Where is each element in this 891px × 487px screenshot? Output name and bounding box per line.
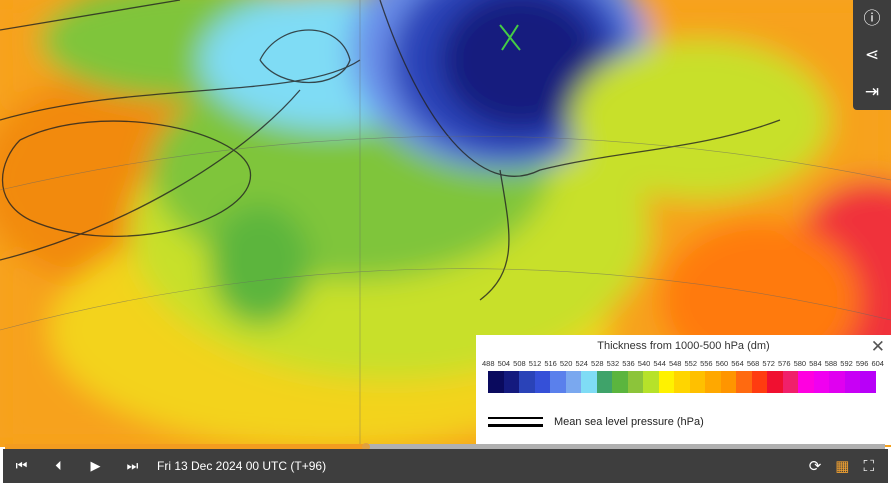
legend-tick: 528	[591, 359, 604, 368]
previous-frame-button[interactable]: ⏴	[55, 458, 62, 473]
info-icon[interactable]: ⓘ	[863, 8, 881, 28]
legend-tick: 488	[482, 359, 495, 368]
next-frame-button[interactable]: ⏭	[126, 458, 139, 473]
color-swatch	[658, 371, 675, 393]
first-frame-button[interactable]: ⏮	[15, 458, 28, 473]
msl-line-icon	[488, 415, 543, 427]
legend-tick: 544	[653, 359, 666, 368]
timeline-progress	[5, 444, 366, 449]
play-button[interactable]: ▶	[90, 458, 101, 473]
legend-tick: 592	[840, 359, 853, 368]
color-swatch	[565, 371, 582, 393]
color-swatch	[705, 371, 721, 393]
legend-tick: 580	[793, 359, 807, 368]
msl-label: Mean sea level pressure (hPa)	[554, 416, 704, 428]
color-swatch	[782, 371, 799, 393]
legend-tick: 536	[622, 359, 635, 368]
legend-tick: 564	[731, 359, 744, 368]
color-swatch	[813, 371, 830, 393]
color-swatch	[596, 371, 613, 393]
side-toolbar: ⓘ ⋖ ⇥	[853, 0, 891, 110]
forecast-time: Fri 13 Dec 2024 00 UTC (T+96)	[157, 459, 327, 473]
legend-tick: 552	[684, 359, 698, 368]
color-swatch	[798, 371, 814, 393]
legend-tick: 584	[809, 359, 822, 368]
legend-tick: 596	[855, 359, 869, 368]
color-swatch	[767, 371, 783, 393]
color-swatch	[860, 371, 876, 393]
color-swatch	[488, 371, 504, 393]
color-scale	[488, 371, 876, 393]
color-swatch	[643, 371, 659, 393]
legend-tick: 540	[637, 359, 651, 368]
legend-tick: 556	[700, 359, 713, 368]
legend-tick: 588	[824, 359, 838, 368]
color-swatch	[503, 371, 520, 393]
legend-tick: 548	[668, 359, 682, 368]
legend-tick: 508	[513, 359, 526, 368]
legend-tick: 576	[777, 359, 791, 368]
share-icon[interactable]: ⋖	[864, 45, 880, 65]
timeline-handle[interactable]	[361, 443, 370, 451]
weather-map[interactable]	[0, 0, 891, 447]
color-swatch	[674, 371, 690, 393]
loop-icon[interactable]: ⟳	[808, 458, 822, 475]
legend-title: Thickness from 1000-500 hPa (dm)	[597, 340, 770, 352]
color-swatch	[751, 371, 768, 393]
color-swatch	[689, 371, 706, 393]
legend-tick: 512	[528, 359, 542, 368]
color-swatch	[720, 371, 737, 393]
color-swatch	[829, 371, 845, 393]
legend-tick: 504	[497, 359, 511, 368]
color-swatch	[534, 371, 551, 393]
close-icon[interactable]: ✕	[870, 337, 885, 356]
legend-tick: 604	[871, 359, 884, 368]
timeline-slider[interactable]	[5, 443, 885, 451]
legend-tick: 516	[544, 359, 557, 368]
color-swatch	[627, 371, 644, 393]
player-controls: ⏮ ⏴ ▶ ⏭ Fri 13 Dec 2024 00 UTC (T+96) ⟳ …	[3, 449, 888, 483]
legend-toggle-icon[interactable]: ▦	[835, 458, 850, 475]
export-icon[interactable]: ⇥	[864, 82, 880, 102]
color-swatch	[550, 371, 566, 393]
legend-tick: 532	[606, 359, 620, 368]
legend-tick: 524	[575, 359, 588, 368]
fullscreen-icon[interactable]: ⛶	[863, 457, 874, 475]
legend-tick: 568	[746, 359, 760, 368]
color-swatch	[581, 371, 597, 393]
color-swatch	[519, 371, 535, 393]
color-swatch	[736, 371, 752, 393]
legend-tick: 560	[715, 359, 729, 368]
legend-ticks: 488 504 508 512 516 520 524 528 532 536 540 544 548 5…	[482, 359, 884, 368]
legend-tick: 520	[559, 359, 573, 368]
legend-panel: Thickness from 1000-500 hPa (dm) ✕ 488 50…	[476, 335, 891, 445]
color-swatch	[612, 371, 628, 393]
legend-tick: 572	[762, 359, 775, 368]
color-swatch	[844, 371, 861, 393]
